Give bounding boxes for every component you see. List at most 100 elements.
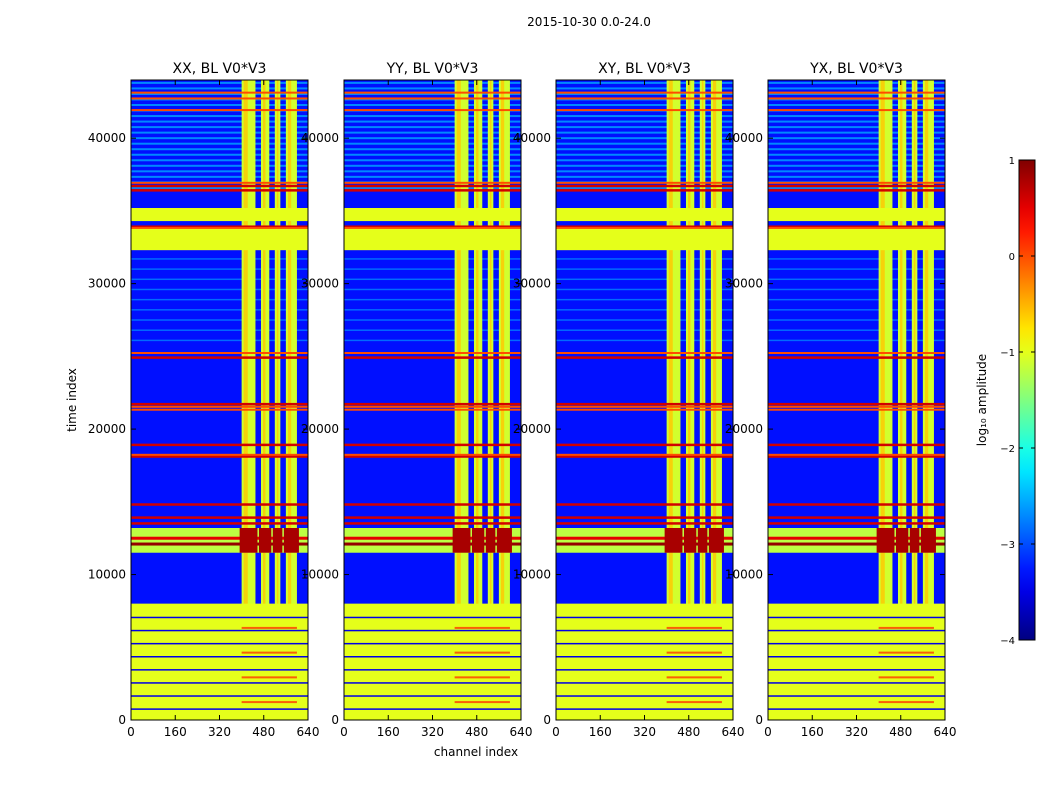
noise-row	[344, 137, 521, 140]
rfi-time-line	[131, 356, 308, 359]
heatmap-0	[131, 80, 308, 720]
rfi-time-line	[768, 405, 945, 408]
hot-band-line	[556, 542, 733, 546]
noise-row	[344, 258, 521, 260]
rfi-time-line	[768, 443, 945, 447]
rfi-time-line	[768, 109, 945, 112]
band-gap-line	[556, 669, 733, 671]
y-tick-label: 0	[331, 713, 339, 727]
flagged-band	[768, 603, 945, 720]
noise-row	[131, 126, 308, 129]
noise-row	[768, 98, 945, 101]
noise-row	[131, 175, 308, 178]
rfi-time-line	[556, 181, 733, 184]
band-hot-line	[241, 651, 297, 654]
noise-row	[556, 153, 733, 156]
colorbar-gradient	[1018, 159, 1036, 641]
noise-row	[768, 288, 945, 291]
y-tick-label: 20000	[301, 422, 339, 436]
band-gap-line	[556, 682, 733, 684]
noise-row	[131, 142, 308, 145]
y-tick-label: 40000	[88, 131, 126, 145]
x-tick-label: 160	[164, 725, 187, 739]
noise-row	[556, 319, 733, 321]
rfi-time-line	[131, 503, 308, 506]
colorbar: −4 −3 −2 −1 0 1	[1000, 156, 1036, 647]
noise-row	[556, 268, 733, 270]
noise-row	[556, 298, 733, 301]
rfi-time-line	[556, 405, 733, 408]
y-tick-label: 30000	[301, 277, 339, 291]
band-hot-line	[666, 651, 722, 654]
y-tick-label: 20000	[725, 422, 763, 436]
rfi-time-line	[556, 408, 733, 411]
noise-row	[768, 87, 945, 90]
band-hot-line	[666, 676, 722, 679]
x-tick-label: 320	[208, 725, 231, 739]
noise-row	[556, 186, 733, 189]
panels: XX, BL V0*V3 0 160 320 480 640 0 10000 20000 3000…	[88, 61, 957, 739]
y-tick-label: 40000	[301, 131, 339, 145]
band-hot-line	[666, 626, 722, 629]
noise-row	[768, 126, 945, 129]
panel-3: YX, BL V0*V3 0 160 320 480 640 0 10000 20000 3000…	[725, 61, 957, 739]
rfi-time-line	[556, 184, 733, 188]
x-tick-label: 480	[889, 725, 912, 739]
rfi-channel-core	[913, 80, 916, 720]
rfi-time-line	[131, 402, 308, 406]
band-gap-line	[131, 695, 308, 697]
noise-row	[344, 159, 521, 162]
noise-row	[768, 258, 945, 260]
noise-row	[344, 186, 521, 189]
noise-row	[768, 137, 945, 140]
y-tick-label: 10000	[88, 568, 126, 582]
x-tick-label: 0	[340, 725, 348, 739]
noise-row	[768, 329, 945, 331]
rfi-time-line	[768, 226, 945, 229]
band-gap-line	[768, 708, 945, 710]
rfi-channel-core	[489, 80, 492, 720]
rfi-time-line	[131, 516, 308, 519]
noise-row	[344, 309, 521, 311]
noise-row	[131, 170, 308, 173]
rfi-channel	[710, 80, 722, 720]
rfi-channel-core	[712, 80, 717, 720]
rfi-time-line	[556, 522, 733, 525]
x-tick-label: 320	[845, 725, 868, 739]
x-tick-label: 640	[297, 725, 320, 739]
flagged-band	[556, 228, 733, 251]
y-tick-label: 10000	[513, 568, 551, 582]
rfi-time-line	[344, 352, 521, 354]
rfi-time-line	[768, 522, 945, 525]
panel-title: YX, BL V0*V3	[809, 61, 903, 77]
x-tick-label: 480	[252, 725, 275, 739]
noise-row	[131, 339, 308, 342]
rfi-channel-core	[243, 80, 248, 720]
rfi-time-line	[768, 189, 945, 192]
noise-row	[768, 120, 945, 123]
flagged-band	[344, 603, 521, 720]
band-gap-line	[768, 616, 945, 619]
noise-row	[131, 92, 308, 95]
band-gap-line	[344, 708, 521, 710]
rfi-time-line	[768, 455, 945, 458]
noise-row	[131, 329, 308, 331]
rfi-time-line	[131, 109, 308, 112]
rfi-time-line	[344, 356, 521, 359]
rfi-time-line	[344, 503, 521, 506]
noise-row	[768, 298, 945, 301]
noise-row	[131, 319, 308, 321]
rfi-time-line	[556, 225, 733, 228]
x-tick-label: 160	[377, 725, 400, 739]
band-hot-line	[241, 676, 297, 679]
rfi-time-line	[768, 516, 945, 519]
band-gap-line	[344, 669, 521, 671]
hot-band-line	[768, 536, 945, 540]
rfi-time-line	[556, 226, 733, 229]
panel-2: XY, BL V0*V3 0 160 320 480 640 0 10000 20000 3000…	[513, 61, 745, 739]
rfi-time-line	[556, 453, 733, 456]
y-tick-label: 40000	[513, 131, 551, 145]
noise-row	[556, 120, 733, 123]
noise-row	[556, 131, 733, 134]
hot-band-line	[768, 542, 945, 546]
